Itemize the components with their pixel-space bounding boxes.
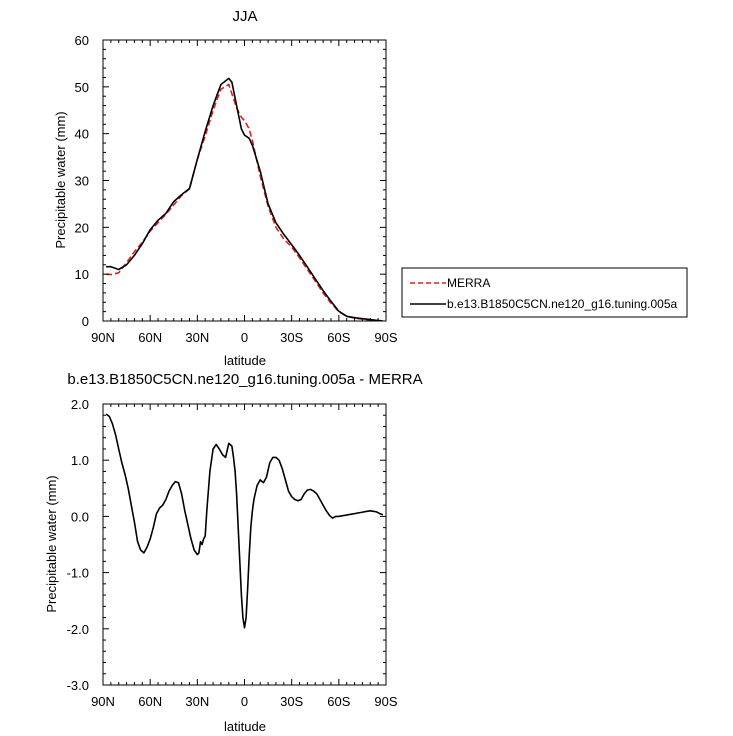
y-tick-label: 10 xyxy=(75,267,89,282)
y-tick-label: 2.0 xyxy=(71,397,89,412)
y-tick-label: -3.0 xyxy=(67,678,89,693)
legend-label-model: b.e13.B1850C5CN.ne120_g16.tuning.005a xyxy=(447,297,678,311)
x-tick-label: 60N xyxy=(138,330,162,345)
y-tick-label: 40 xyxy=(75,127,89,142)
x-tick-label: 0 xyxy=(241,694,248,709)
x-tick-label: 90S xyxy=(374,330,397,345)
chart-jja: JJA Precipitable water (mm) latitude 90N… xyxy=(53,8,398,368)
y-tick-label: 1.0 xyxy=(71,453,89,468)
x-tick-label: 30N xyxy=(185,694,209,709)
chart-title: b.e13.B1850C5CN.ne120_g16.tuning.005a - … xyxy=(67,371,422,388)
x-tick-label: 90N xyxy=(91,330,115,345)
y-tick-label: 0 xyxy=(82,314,89,329)
y-tick-label: 60 xyxy=(75,33,89,48)
y-tick-label: 0.0 xyxy=(71,509,89,524)
x-tick-label: 30S xyxy=(280,330,303,345)
series-line-0 xyxy=(106,83,383,321)
x-tick-label: 0 xyxy=(241,330,248,345)
legend: MERRA b.e13.B1850C5CN.ne120_g16.tuning.0… xyxy=(401,267,688,318)
x-tick-label: 60S xyxy=(327,330,350,345)
x-tick-label: 30S xyxy=(280,694,303,709)
y-axis-label: Precipitable water (mm) xyxy=(44,475,59,612)
plot-frame xyxy=(102,39,387,322)
x-axis-label: latitude xyxy=(224,353,266,368)
x-tick-label: 60S xyxy=(327,694,350,709)
x-tick-label: 90N xyxy=(91,694,115,709)
x-tick-label: 90S xyxy=(374,694,397,709)
legend-label-merra: MERRA xyxy=(447,276,490,290)
x-axis-label: latitude xyxy=(224,719,266,734)
chart-title: JJA xyxy=(232,8,257,25)
y-tick-label: -2.0 xyxy=(67,622,89,637)
series-line-1 xyxy=(106,77,383,321)
legend-box xyxy=(401,267,688,318)
series-line-0 xyxy=(105,413,384,629)
y-axis-label: Precipitable water (mm) xyxy=(53,111,68,248)
plot-frame xyxy=(102,403,387,686)
chart-difference: b.e13.B1850C5CN.ne120_g16.tuning.005a - … xyxy=(44,371,423,734)
y-tick-label: 50 xyxy=(75,80,89,95)
y-tick-label: -1.0 xyxy=(67,566,89,581)
x-tick-label: 60N xyxy=(138,694,162,709)
x-tick-label: 30N xyxy=(185,330,209,345)
y-tick-label: 20 xyxy=(75,220,89,235)
y-tick-label: 30 xyxy=(75,174,89,189)
